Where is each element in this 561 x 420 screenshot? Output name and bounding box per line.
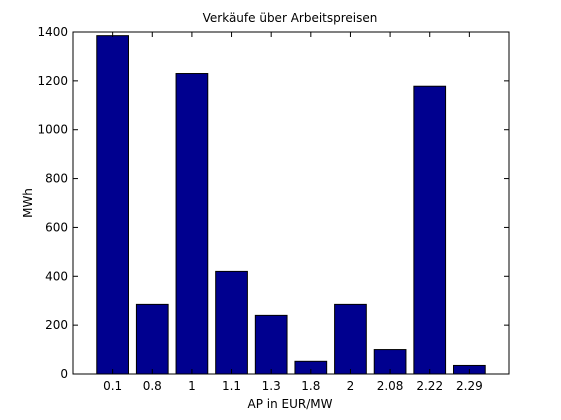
x-tick-label: 1.8 (301, 379, 320, 393)
x-tick-label: 1.3 (262, 379, 281, 393)
x-tick-label: 0.8 (143, 379, 162, 393)
y-tick-label: 0 (60, 367, 68, 381)
bar-0.8 (135, 303, 169, 375)
y-tick-label: 1400 (37, 25, 68, 39)
chart-title: Verkäufe über Arbeitspreisen (203, 11, 378, 25)
bar-0.1 (96, 35, 129, 375)
y-tick-label: 600 (45, 220, 68, 234)
bar-1.1 (215, 270, 248, 375)
bar-2 (334, 303, 367, 375)
y-tick-label: 1200 (37, 74, 68, 88)
y-axis-ticks: 0 200 400 600 800 1000 1200 1400 (37, 25, 509, 381)
x-tick-label: 1.1 (222, 379, 241, 393)
y-tick-label: 400 (45, 269, 68, 283)
x-tick-label: 2.08 (377, 379, 404, 393)
y-tick-label: 800 (45, 172, 68, 186)
x-tick-label: 2 (347, 379, 355, 393)
x-tick-label: 2.29 (456, 379, 483, 393)
y-axis-label: MWh (21, 188, 35, 218)
x-tick-label: 2.22 (416, 379, 443, 393)
x-axis-ticks: 0.1 0.8 1 1.1 1.3 1.8 2 2.08 2.22 2.29 (103, 32, 483, 393)
x-tick-label: 0.1 (103, 379, 122, 393)
bar-1 (175, 73, 209, 375)
bar-2.22 (413, 85, 447, 375)
y-tick-label: 200 (45, 318, 68, 332)
y-tick-label: 1000 (37, 123, 68, 137)
x-tick-label: 1 (188, 379, 196, 393)
x-axis-label: AP in EUR/MW (248, 397, 333, 411)
bar-1.3 (254, 314, 288, 375)
bars-layer (96, 35, 486, 375)
plot-frame (72, 31, 510, 375)
